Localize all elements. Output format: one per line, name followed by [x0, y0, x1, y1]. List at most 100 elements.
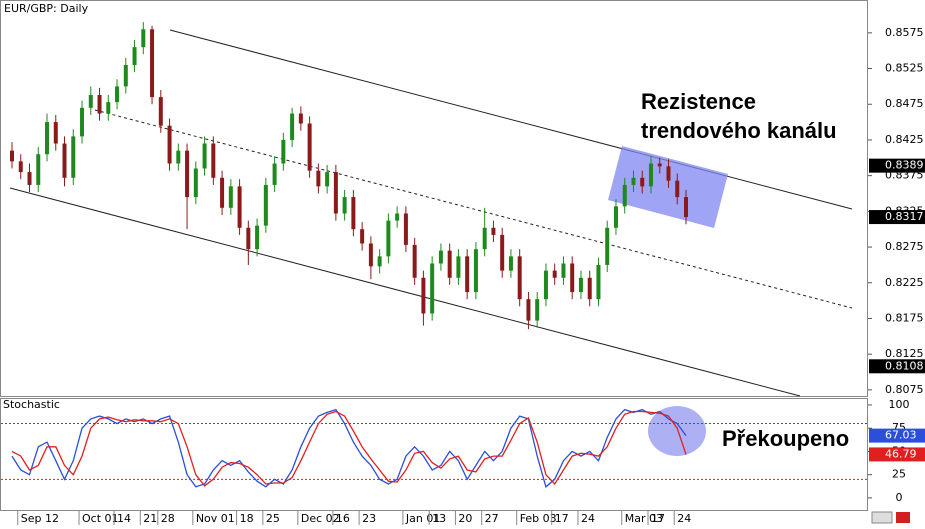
candle-body — [202, 143, 207, 169]
y-tick-label: 0.8225 — [885, 276, 924, 289]
y-tick-label: 0.8075 — [885, 383, 924, 396]
candle-body — [675, 180, 680, 198]
candle-body — [10, 150, 14, 162]
indicator-marker-bg — [869, 447, 925, 462]
annotation: Rezistence — [641, 89, 756, 114]
candle-body — [316, 170, 321, 187]
candle-body — [526, 299, 531, 321]
annotation: trendového kanálu — [641, 118, 837, 143]
x-tick-label: 17 — [555, 512, 569, 525]
indicator-title: Stochastic — [3, 398, 60, 411]
x-tick-label: 14 — [117, 512, 131, 525]
x-tick-label: 28 — [161, 512, 175, 525]
candle-body — [123, 64, 128, 87]
candle-body — [552, 270, 557, 278]
candle-body — [578, 277, 583, 293]
candle-body — [412, 244, 417, 278]
y-tick-label: 0.8125 — [885, 347, 924, 360]
x-tick-label: 16 — [336, 512, 350, 525]
y-tick-label: 100 — [889, 398, 910, 411]
channel-mid — [94, 109, 853, 309]
candle-body — [237, 186, 242, 228]
x-tick-label: 25 — [266, 512, 280, 525]
candle-body — [438, 250, 443, 264]
x-tick-label: 18 — [240, 512, 254, 525]
candle-body — [430, 263, 435, 314]
x-tick-label: Jan 01 — [405, 512, 440, 525]
price-marker: 0.8389 — [885, 159, 924, 172]
x-tick-label: 21 — [143, 512, 157, 525]
candle-body — [18, 161, 23, 173]
y-tick-label: 0 — [896, 491, 903, 504]
candle-body — [640, 177, 645, 187]
candle-body — [456, 256, 461, 278]
candle-body — [543, 270, 548, 300]
candle-body — [272, 163, 277, 185]
candle-body — [447, 250, 452, 278]
candle-body — [185, 150, 190, 198]
candle-body — [211, 143, 216, 178]
candle-body — [561, 263, 566, 278]
candle-body — [351, 197, 356, 230]
candle-body — [570, 263, 575, 293]
candle-body — [158, 97, 163, 126]
candle-body — [263, 184, 268, 226]
y-tick-label: 0.8275 — [885, 240, 924, 253]
candle-body — [535, 299, 540, 321]
y-tick-label: 0.8175 — [885, 311, 924, 324]
x-tick-label: Mar 03 — [625, 512, 663, 525]
candle-body — [150, 29, 155, 98]
channel-lower — [9, 187, 801, 397]
indicator-marker: 46.79 — [885, 447, 917, 460]
candle-body — [141, 29, 146, 48]
candle-body — [587, 277, 592, 300]
stochastic-line — [11, 410, 687, 487]
candle-body — [97, 94, 102, 114]
candle-body — [167, 125, 172, 164]
x-tick-label: 24 — [677, 512, 691, 525]
price-marker-bg — [869, 158, 925, 173]
candle-body — [491, 227, 496, 235]
x-tick-label: 23 — [362, 512, 376, 525]
candle-body — [325, 172, 330, 187]
candle-body — [106, 102, 111, 114]
x-tick-label: 17 — [651, 512, 665, 525]
candle-body — [648, 163, 653, 187]
candle-body — [377, 256, 382, 267]
candle-body — [386, 220, 391, 257]
candle-body — [246, 227, 251, 250]
last-price: 0.8317 — [885, 210, 924, 223]
candle-body — [465, 256, 470, 293]
x-tick-label: 27 — [485, 512, 499, 525]
x-tick-label: 24 — [581, 512, 595, 525]
candle-body — [368, 243, 373, 267]
candle-body — [500, 234, 505, 271]
x-tick-label: 13 — [432, 512, 446, 525]
candle-body — [290, 113, 295, 140]
last-price-bg — [869, 210, 925, 225]
candle-body — [88, 94, 93, 108]
y-tick-label: 0.8475 — [885, 97, 924, 110]
candle-body — [657, 163, 662, 167]
indicator-title-bg — [1, 399, 57, 412]
candle-body — [255, 225, 260, 250]
price-marker: 0.8108 — [885, 359, 924, 372]
candle-body — [631, 177, 636, 185]
candle-body — [421, 277, 426, 314]
candle-body — [666, 166, 671, 181]
candle-body — [684, 197, 688, 218]
candle-body — [482, 227, 487, 250]
x-tick-label: Oct 01 — [82, 512, 119, 525]
chart-title: EUR/GBP: Daily — [4, 2, 89, 15]
candle-body — [298, 113, 303, 124]
icon[interactable] — [896, 512, 910, 523]
candle-body — [45, 122, 50, 155]
y-tick-label: 0.8425 — [885, 133, 924, 146]
candle-body — [80, 107, 85, 137]
x-tick-label: 20 — [458, 512, 472, 525]
indicator-annotation: Překoupeno — [722, 426, 849, 451]
icon[interactable] — [871, 511, 893, 524]
y-tick-label: 0.8575 — [885, 26, 924, 39]
